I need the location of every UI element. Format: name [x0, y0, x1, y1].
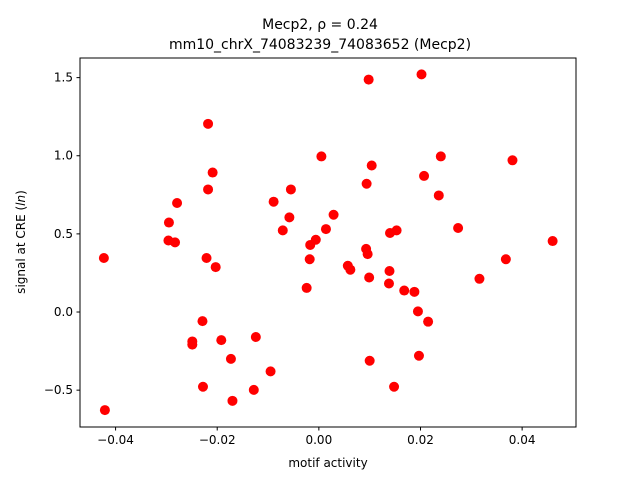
data-point: [435, 151, 446, 162]
data-point: [201, 252, 212, 263]
data-point: [419, 170, 430, 181]
x-tick-label: 0.02: [407, 433, 434, 447]
x-axis-label: motif activity: [288, 456, 367, 470]
data-point: [345, 264, 356, 275]
data-point: [170, 237, 181, 248]
data-point: [316, 151, 327, 162]
data-point: [99, 405, 110, 416]
data-point: [163, 217, 174, 228]
data-point: [328, 209, 339, 220]
chart-subtitle: mm10_chrX_74083239_74083652 (Mecp2): [169, 37, 471, 53]
data-point: [248, 384, 259, 395]
y-axis-label-text: signal at CRE (: [14, 206, 28, 294]
data-point: [210, 262, 221, 273]
data-point: [409, 286, 420, 297]
y-axis-label-unit: ln: [14, 195, 28, 206]
data-point: [366, 160, 377, 171]
data-point: [227, 395, 238, 406]
y-tick-label: 0.0: [54, 305, 73, 319]
data-point: [364, 272, 375, 283]
data-point: [389, 381, 400, 392]
data-point: [197, 381, 208, 392]
data-point: [203, 118, 214, 129]
data-point: [207, 167, 218, 178]
data-point: [383, 278, 394, 289]
data-point: [474, 273, 485, 284]
data-point: [187, 339, 198, 350]
y-tick-label: 1.0: [54, 149, 73, 163]
y-axis-label: signal at CRE (ln): [14, 190, 28, 294]
data-point: [265, 366, 276, 377]
x-axis-ticks: −0.04 −0.02 0.00 0.02 0.04: [97, 427, 535, 447]
data-point: [362, 249, 373, 260]
data-point: [285, 184, 296, 195]
data-point: [423, 316, 434, 327]
data-point: [364, 355, 375, 366]
y-axis-ticks: −0.5 0.0 0.5 1.0 1.5: [44, 71, 80, 397]
x-tick-label: −0.04: [97, 433, 134, 447]
data-point: [225, 353, 236, 364]
data-point: [304, 254, 315, 265]
data-point: [268, 196, 279, 207]
data-point: [433, 190, 444, 201]
data-point: [500, 254, 511, 265]
data-point: [320, 224, 331, 235]
data-point: [310, 234, 321, 245]
data-point: [98, 252, 109, 263]
data-point: [216, 335, 227, 346]
data-point: [363, 74, 374, 85]
data-point: [547, 236, 558, 247]
data-point: [453, 223, 464, 234]
data-point: [277, 225, 288, 236]
x-tick-label: 0.04: [509, 433, 536, 447]
y-tick-label: 0.5: [54, 227, 73, 241]
x-tick-label: 0.00: [305, 433, 332, 447]
data-point: [250, 332, 261, 343]
data-points: [98, 69, 558, 416]
y-tick-label: 1.5: [54, 71, 73, 85]
data-point: [412, 306, 423, 317]
data-point: [413, 350, 424, 361]
data-point: [391, 225, 402, 236]
data-point: [301, 282, 312, 293]
data-point: [197, 316, 208, 327]
data-point: [203, 184, 214, 195]
data-point: [507, 155, 518, 166]
chart-title: Mecp2, ρ = 0.24: [262, 17, 378, 33]
plot-frame: [79, 57, 577, 428]
y-tick-label: −0.5: [44, 383, 73, 397]
y-axis-label-text-end: ): [14, 190, 28, 195]
data-point: [399, 285, 410, 296]
data-point: [416, 69, 427, 80]
data-point: [172, 198, 183, 209]
data-point: [284, 212, 295, 223]
data-point: [384, 265, 395, 276]
data-point: [361, 178, 372, 189]
x-tick-label: −0.02: [199, 433, 236, 447]
